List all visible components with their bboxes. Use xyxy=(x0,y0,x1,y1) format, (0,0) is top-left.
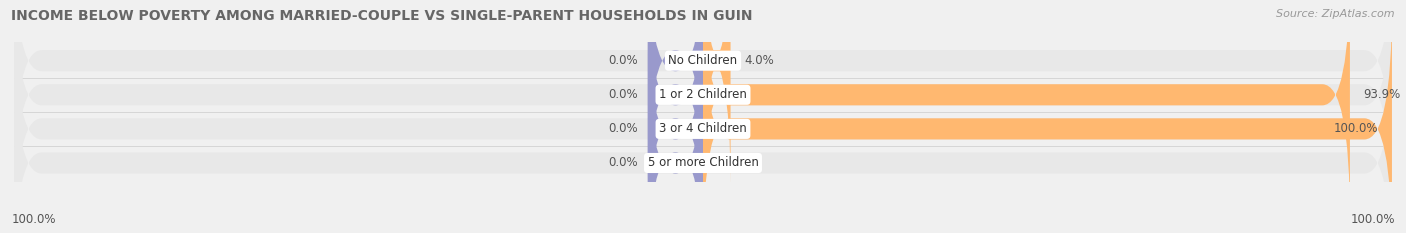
FancyBboxPatch shape xyxy=(14,3,1392,233)
Text: 0.0%: 0.0% xyxy=(607,157,637,169)
Text: 0.0%: 0.0% xyxy=(717,157,747,169)
Text: 3 or 4 Children: 3 or 4 Children xyxy=(659,122,747,135)
Text: 100.0%: 100.0% xyxy=(1334,122,1378,135)
Text: 100.0%: 100.0% xyxy=(1350,213,1395,226)
FancyBboxPatch shape xyxy=(648,0,703,221)
Text: 93.9%: 93.9% xyxy=(1364,88,1400,101)
Text: 100.0%: 100.0% xyxy=(11,213,56,226)
Text: INCOME BELOW POVERTY AMONG MARRIED-COUPLE VS SINGLE-PARENT HOUSEHOLDS IN GUIN: INCOME BELOW POVERTY AMONG MARRIED-COUPL… xyxy=(11,9,752,23)
FancyBboxPatch shape xyxy=(703,0,731,186)
FancyBboxPatch shape xyxy=(648,37,703,233)
FancyBboxPatch shape xyxy=(703,3,1392,233)
FancyBboxPatch shape xyxy=(703,0,1350,221)
Text: Source: ZipAtlas.com: Source: ZipAtlas.com xyxy=(1277,9,1395,19)
Text: No Children: No Children xyxy=(668,54,738,67)
FancyBboxPatch shape xyxy=(14,0,1392,221)
FancyBboxPatch shape xyxy=(14,37,1392,233)
Text: 1 or 2 Children: 1 or 2 Children xyxy=(659,88,747,101)
Text: 5 or more Children: 5 or more Children xyxy=(648,157,758,169)
Text: 0.0%: 0.0% xyxy=(607,54,637,67)
FancyBboxPatch shape xyxy=(648,0,703,186)
Text: 0.0%: 0.0% xyxy=(607,88,637,101)
Text: 4.0%: 4.0% xyxy=(744,54,775,67)
FancyBboxPatch shape xyxy=(14,0,1392,186)
FancyBboxPatch shape xyxy=(648,3,703,233)
Text: 0.0%: 0.0% xyxy=(607,122,637,135)
